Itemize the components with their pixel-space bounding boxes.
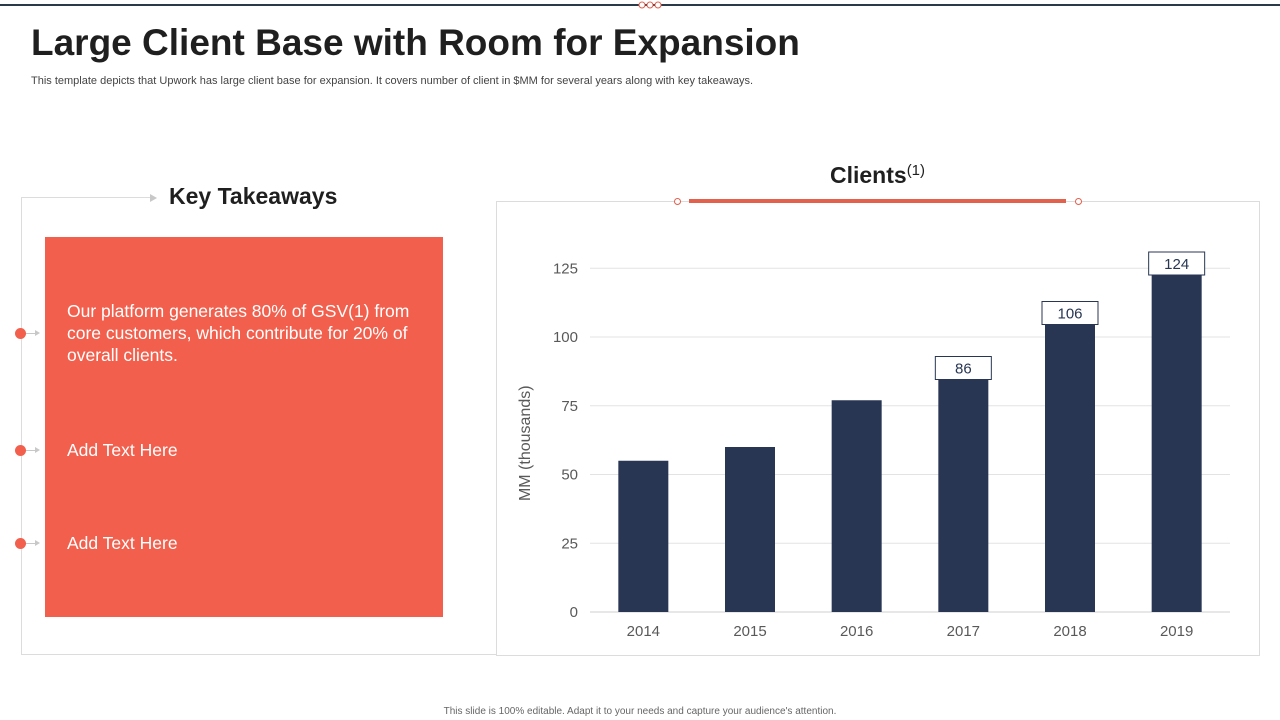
takeaways-panel (45, 237, 443, 617)
bar (725, 447, 775, 612)
arrow-right-icon (35, 330, 40, 336)
x-tick-label: 2019 (1160, 623, 1193, 640)
y-axis-label: MM (thousands) (517, 385, 534, 501)
chart-heading-footnote: (1) (906, 162, 926, 179)
arrow-right-icon (35, 447, 40, 453)
x-tick-label: 2017 (947, 623, 980, 640)
chart-heading-text: Clients (830, 162, 907, 188)
x-tick-label: 2018 (1053, 623, 1086, 640)
y-tick-label: 25 (561, 535, 578, 552)
takeaways-connector-line (21, 197, 151, 198)
accent-dot-icon (1075, 198, 1082, 205)
top-ornament-icon (638, 1, 662, 9)
data-label: 124 (1164, 256, 1189, 273)
bar (938, 375, 989, 612)
x-tick-label: 2016 (840, 623, 873, 640)
footer-note: This slide is 100% editable. Adapt it to… (443, 706, 837, 717)
y-tick-label: 125 (553, 260, 578, 277)
bullet-connector (26, 450, 36, 451)
bullet-connector (26, 543, 36, 544)
takeaways-frame (21, 197, 497, 655)
bullet-dot-icon (15, 538, 26, 549)
data-label: 106 (1057, 306, 1082, 323)
chart-accent-line (689, 199, 1066, 203)
x-tick-label: 2014 (627, 623, 660, 640)
arrow-right-icon (35, 540, 40, 546)
bar (1045, 320, 1095, 612)
accent-dot-icon (674, 198, 681, 205)
data-label-box (1148, 251, 1206, 276)
chart-heading: Clients(1) (830, 162, 925, 189)
clients-bar-chart: 0 25 50 75 100 125 MM (thousands) 2014 2015 2016 2… (517, 251, 1230, 640)
takeaways-heading: Key Takeaways (169, 183, 338, 209)
data-label-box (934, 356, 992, 380)
x-tick-label: 2015 (733, 623, 766, 640)
bar (618, 460, 669, 612)
bullet-connector (26, 333, 36, 334)
data-label: 86 (955, 361, 972, 378)
page-subtitle: This template depicts that Upwork has la… (31, 75, 754, 87)
takeaway-item: Add Text Here (67, 440, 178, 460)
y-tick-label: 50 (561, 467, 578, 484)
takeaway-item: Add Text Here (67, 533, 178, 553)
takeaway-item: Our platform generates 80% of GSV(1) fro… (67, 301, 410, 365)
data-label-box (1041, 301, 1099, 325)
bullet-dot-icon (15, 328, 26, 339)
y-tick-label: 100 (553, 329, 578, 346)
arrow-right-icon (150, 194, 157, 202)
bar (1151, 271, 1202, 612)
y-tick-label: 0 (570, 604, 578, 621)
page-title: Large Client Base with Room for Expansio… (31, 22, 800, 63)
y-tick-label: 75 (561, 398, 578, 415)
bar (831, 400, 882, 612)
bullet-dot-icon (15, 445, 26, 456)
